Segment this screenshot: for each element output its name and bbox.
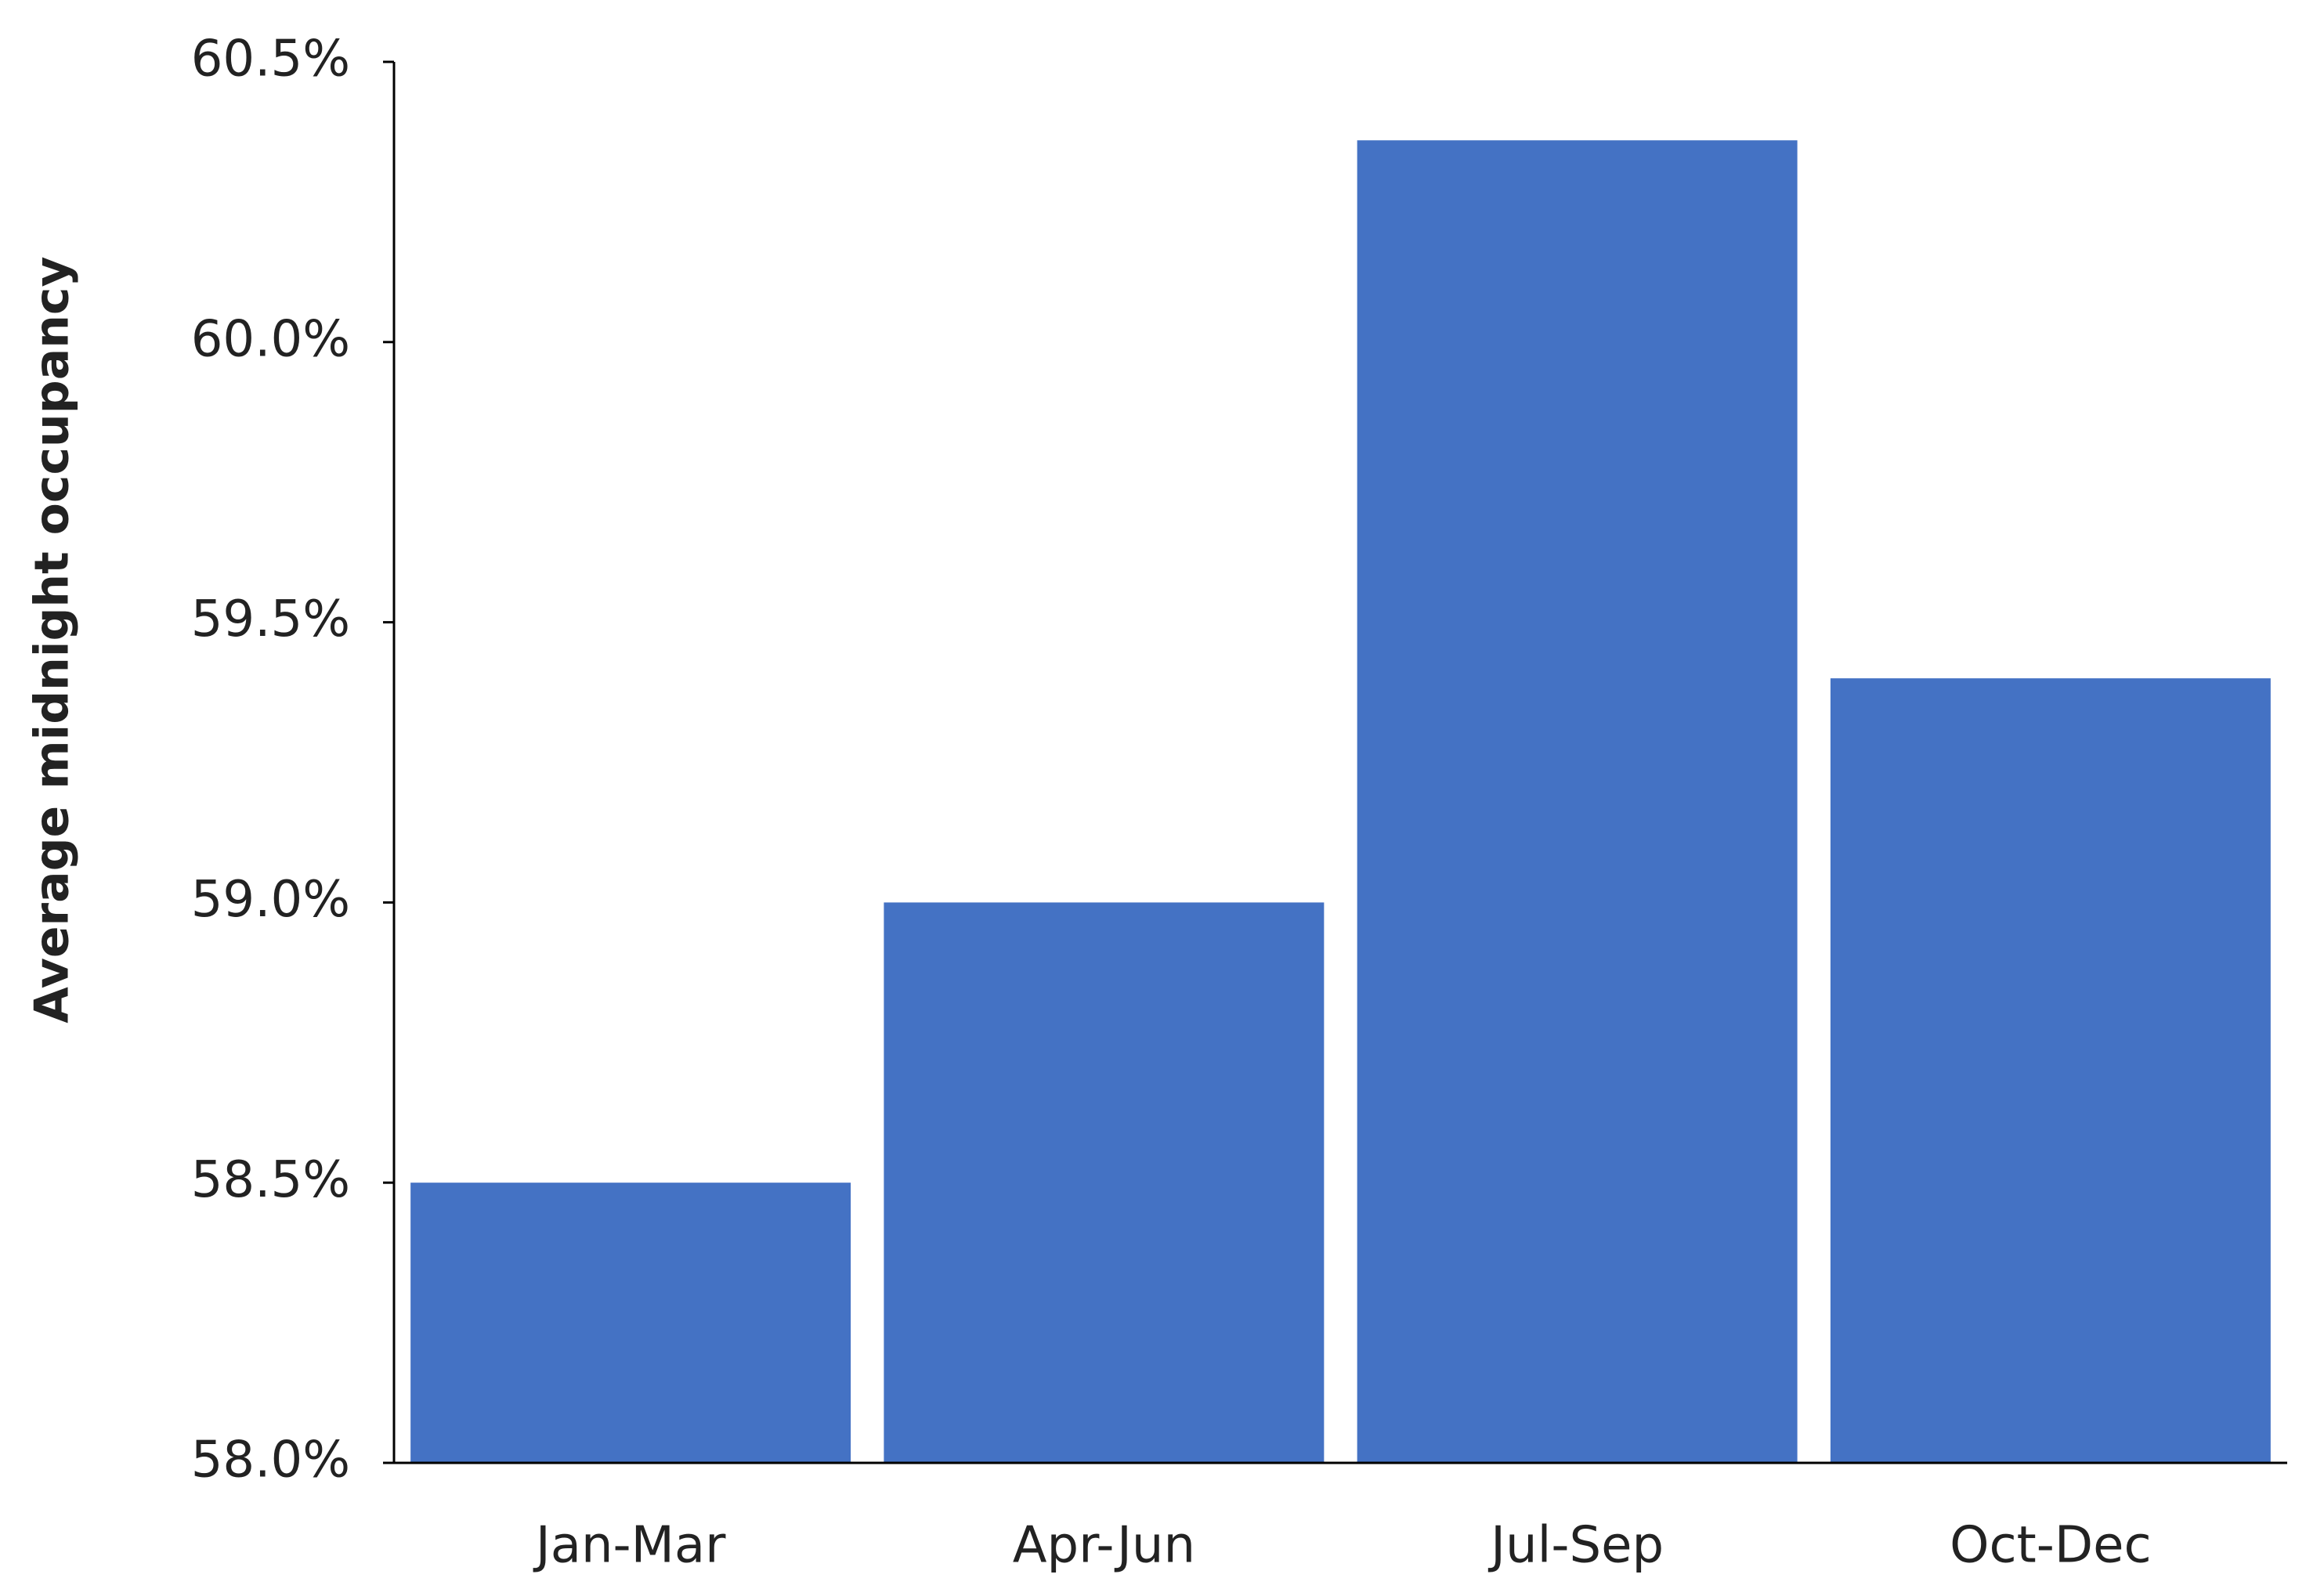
x-tick-label: Apr-Jun [1013,1517,1195,1575]
y-tick-label: 58.5% [191,1151,350,1209]
y-tick-label: 59.0% [191,871,350,929]
bar [1830,678,2271,1463]
bar [884,902,1325,1463]
y-tick-label: 59.5% [191,590,350,648]
bar [1357,140,1798,1464]
x-tick-label: Jul-Sep [1487,1517,1664,1575]
y-axis-title: Average midnight occupancy [25,256,80,1023]
x-tick-label: Jan-Mar [533,1517,726,1575]
x-tick-label: Oct-Dec [1950,1517,2152,1575]
y-tick-label: 60.5% [191,31,350,88]
bar [410,1183,851,1463]
y-tick-label: 58.0% [191,1432,350,1489]
y-tick-label: 60.0% [191,310,350,368]
